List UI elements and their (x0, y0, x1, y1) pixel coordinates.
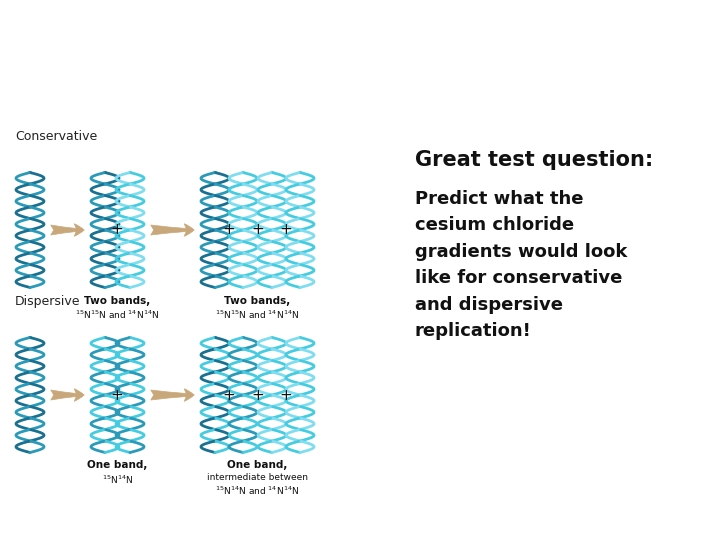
Text: One band,: One band, (228, 461, 288, 470)
Text: +: + (222, 222, 235, 238)
Text: +: + (279, 388, 292, 402)
Text: Two bands,: Two bands, (225, 295, 291, 306)
Text: +: + (279, 222, 292, 238)
Text: One band,: One band, (87, 461, 148, 470)
Text: $^{15}$N$^{14}$N: $^{15}$N$^{14}$N (102, 474, 133, 486)
Text: intermediate between: intermediate between (207, 474, 308, 483)
Text: Conservative: Conservative (15, 130, 97, 143)
Text: Dispersive: Dispersive (15, 294, 81, 307)
Text: +: + (222, 388, 235, 402)
Text: +: + (251, 388, 264, 402)
Text: $^{15}$N$^{15}$N and $^{14}$N$^{14}$N: $^{15}$N$^{15}$N and $^{14}$N$^{14}$N (215, 308, 300, 321)
Text: Two bands,: Two bands, (84, 295, 150, 306)
Text: +: + (110, 388, 123, 402)
Text: Predict what the
cesium chloride
gradients would look
like for conservative
and : Predict what the cesium chloride gradien… (415, 190, 627, 340)
Text: Great test question:: Great test question: (415, 150, 653, 170)
Text: +: + (110, 222, 123, 238)
Text: $^{15}$N$^{14}$N and $^{14}$N$^{14}$N: $^{15}$N$^{14}$N and $^{14}$N$^{14}$N (215, 484, 300, 497)
Text: +: + (251, 222, 264, 238)
Text: $^{15}$N$^{15}$N and $^{14}$N$^{14}$N: $^{15}$N$^{15}$N and $^{14}$N$^{14}$N (76, 308, 160, 321)
